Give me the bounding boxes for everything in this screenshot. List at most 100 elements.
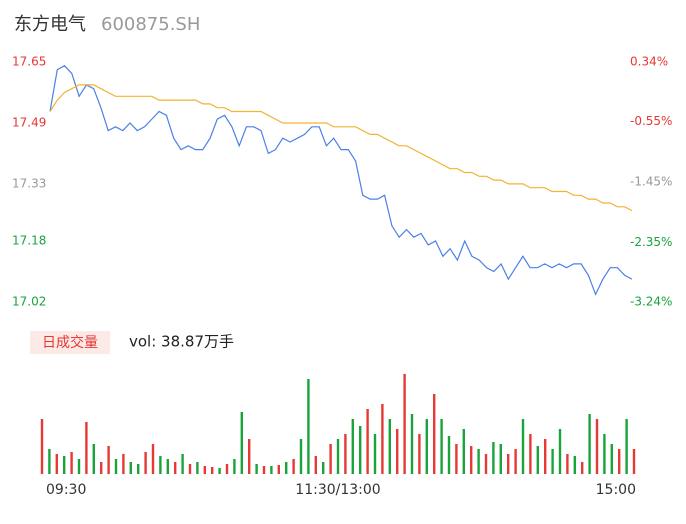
volume-bar bbox=[122, 454, 125, 474]
volume-bar bbox=[558, 429, 562, 474]
volume-bar bbox=[566, 454, 569, 474]
volume-bar bbox=[203, 466, 206, 474]
line-price bbox=[49, 65, 633, 296]
volume-bar bbox=[366, 409, 369, 474]
volume-bar bbox=[581, 462, 584, 474]
volume-bar bbox=[433, 394, 436, 474]
volume-bar bbox=[277, 465, 280, 474]
volume-bar bbox=[632, 449, 636, 474]
y2-tick-label: 0.34% bbox=[630, 55, 668, 69]
x-tick-label: 11:30/13:00 bbox=[295, 482, 380, 498]
volume-bar bbox=[233, 459, 236, 474]
volume-bar bbox=[262, 466, 266, 474]
line-average bbox=[49, 84, 633, 212]
volume-bar bbox=[211, 467, 214, 474]
x-tick-label: 15:00 bbox=[596, 482, 636, 498]
volume-bar bbox=[307, 379, 310, 474]
volume-bar bbox=[48, 449, 51, 474]
chart-subtitle: 600875.SH bbox=[101, 14, 200, 35]
volume-bar bbox=[373, 434, 377, 474]
volume-bar bbox=[77, 459, 81, 474]
volume-bar bbox=[418, 434, 421, 474]
volume-bar bbox=[225, 464, 229, 474]
volume-bar bbox=[462, 429, 465, 474]
volume-bar bbox=[484, 454, 488, 474]
volume-bar bbox=[174, 462, 177, 474]
volume-title-box bbox=[30, 331, 110, 354]
y-tick-label: 17.02 bbox=[12, 295, 46, 309]
volume-bar bbox=[588, 414, 591, 474]
volume-bar bbox=[63, 456, 66, 474]
volume-bar bbox=[388, 419, 391, 474]
volume-bar bbox=[425, 419, 428, 474]
volume-bar bbox=[144, 452, 147, 474]
volume-bar bbox=[188, 464, 192, 474]
y2-tick-label: -1.45% bbox=[630, 175, 672, 189]
volume-bar bbox=[440, 419, 443, 474]
volume-bar bbox=[625, 419, 628, 474]
volume-bar bbox=[351, 419, 354, 474]
volume-bar bbox=[218, 468, 221, 474]
volume-bar bbox=[336, 439, 340, 474]
volume-bar bbox=[529, 434, 532, 474]
volume-bar bbox=[403, 374, 406, 474]
x-tick-label: 09:30 bbox=[46, 482, 86, 498]
y-tick-label: 17.33 bbox=[12, 176, 46, 190]
volume-bar bbox=[151, 444, 155, 474]
volume-bar bbox=[359, 426, 362, 474]
volume-bar bbox=[603, 434, 606, 474]
volume-bar bbox=[314, 456, 317, 474]
volume-bar bbox=[107, 446, 110, 474]
volume-bar bbox=[536, 446, 539, 474]
volume-bar bbox=[322, 462, 325, 474]
volume-bar bbox=[410, 414, 414, 474]
volume-bar bbox=[299, 439, 303, 474]
volume-bar bbox=[181, 454, 184, 474]
volume-bar bbox=[285, 462, 288, 474]
volume-bar bbox=[92, 444, 95, 474]
y-tick-label: 17.49 bbox=[12, 115, 46, 129]
volume-bar bbox=[196, 462, 199, 474]
volume-bar bbox=[100, 462, 103, 474]
volume-bar bbox=[521, 419, 525, 474]
volume-bar bbox=[455, 444, 458, 474]
volume-bar bbox=[255, 464, 258, 474]
y-tick-label: 17.18 bbox=[12, 234, 46, 248]
volume-bar bbox=[129, 462, 132, 474]
volume-bar bbox=[492, 442, 495, 474]
volume-bar bbox=[70, 452, 73, 474]
volume-bar bbox=[507, 454, 510, 474]
volume-bar bbox=[551, 449, 554, 474]
y-tick-label: 17.65 bbox=[12, 55, 46, 69]
volume-bar bbox=[292, 459, 295, 474]
volume-bar bbox=[470, 446, 473, 474]
volume-bar bbox=[573, 456, 576, 474]
volume-bar bbox=[618, 449, 621, 474]
y2-tick-label: -2.35% bbox=[630, 235, 672, 249]
volume-bar bbox=[499, 444, 502, 474]
volume-bar bbox=[595, 419, 599, 474]
volume-bar bbox=[477, 449, 480, 474]
volume-bar bbox=[344, 434, 347, 474]
volume-bar bbox=[40, 419, 44, 474]
volume-bar bbox=[248, 439, 251, 474]
volume-bar bbox=[514, 449, 517, 474]
volume-bar bbox=[240, 412, 243, 474]
volume-title: 日成交量 bbox=[42, 334, 98, 351]
volume-label: vol: 38.87万手 bbox=[129, 333, 234, 351]
volume-bar bbox=[381, 404, 384, 474]
volume-bar bbox=[447, 436, 451, 474]
volume-bar bbox=[270, 466, 273, 474]
y2-tick-label: -0.55% bbox=[630, 114, 672, 128]
volume-bar bbox=[85, 422, 88, 474]
volume-bar bbox=[55, 454, 58, 474]
volume-bar bbox=[329, 444, 332, 474]
y2-tick-label: -3.24% bbox=[630, 295, 672, 309]
volume-bar bbox=[166, 459, 169, 474]
volume-bar bbox=[137, 464, 140, 474]
chart-title: 东方电气 bbox=[14, 14, 86, 35]
volume-bar bbox=[396, 429, 399, 474]
volume-bar bbox=[114, 459, 118, 474]
